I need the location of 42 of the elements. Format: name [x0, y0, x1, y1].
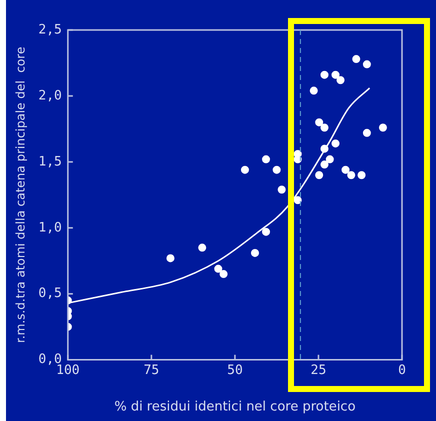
point	[320, 124, 328, 132]
point	[347, 171, 356, 180]
x-tick-label: 100	[56, 362, 80, 378]
point	[250, 248, 259, 257]
point	[166, 254, 174, 262]
y-tick-label: 2,0	[38, 88, 62, 104]
point	[315, 118, 324, 126]
x-tick-label: 75	[144, 362, 160, 378]
point	[358, 171, 366, 180]
x-axis-title: % di residui identici nel core proteico	[114, 400, 356, 415]
y-tick-label: 1,0	[38, 220, 62, 236]
point	[378, 124, 387, 132]
x-tick-label: 0	[398, 362, 406, 378]
point	[352, 55, 360, 64]
point	[198, 244, 206, 252]
point	[332, 70, 340, 79]
point	[336, 76, 345, 84]
point	[220, 270, 228, 278]
point	[272, 166, 281, 174]
point	[262, 155, 270, 164]
point	[342, 166, 350, 174]
point	[278, 186, 286, 194]
point	[362, 128, 371, 137]
y-tick-label: 1,5	[38, 154, 62, 170]
point	[326, 155, 334, 164]
y-tick-label: 2,5	[38, 22, 62, 38]
x-tick-label: 25	[310, 362, 326, 378]
y-axis-title: r.m.s.d.tra atomi della catena principale del core	[13, 46, 28, 344]
point	[320, 144, 328, 153]
point	[320, 70, 328, 79]
point	[315, 171, 324, 180]
point	[240, 166, 249, 174]
y-tick-label: 0,5	[38, 286, 62, 302]
point	[262, 228, 270, 236]
point	[294, 196, 302, 204]
point	[332, 139, 340, 148]
line-series	[68, 87, 370, 304]
point	[320, 160, 328, 169]
point	[214, 264, 222, 273]
x-tick-label: 50	[227, 362, 243, 378]
point	[362, 60, 371, 68]
point	[310, 86, 318, 95]
